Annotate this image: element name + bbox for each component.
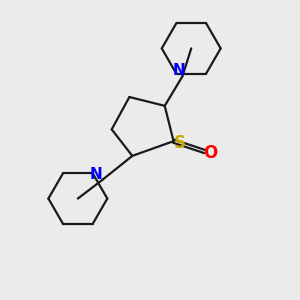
Text: N: N <box>172 63 185 78</box>
Text: S: S <box>174 134 186 152</box>
Text: N: N <box>89 167 102 182</box>
Text: O: O <box>202 144 217 162</box>
